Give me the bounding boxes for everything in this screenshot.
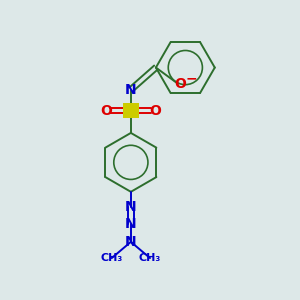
Text: N: N bbox=[125, 200, 137, 214]
Text: N: N bbox=[125, 235, 137, 249]
Text: N: N bbox=[125, 82, 137, 97]
Bar bbox=[123, 103, 139, 118]
Text: −: − bbox=[185, 71, 197, 85]
Text: O: O bbox=[150, 104, 161, 118]
Text: CH₃: CH₃ bbox=[139, 253, 161, 263]
Text: N: N bbox=[125, 217, 137, 231]
Text: S: S bbox=[125, 103, 136, 118]
Text: O: O bbox=[174, 77, 186, 91]
Text: O: O bbox=[100, 104, 112, 118]
Text: CH₃: CH₃ bbox=[100, 253, 123, 263]
